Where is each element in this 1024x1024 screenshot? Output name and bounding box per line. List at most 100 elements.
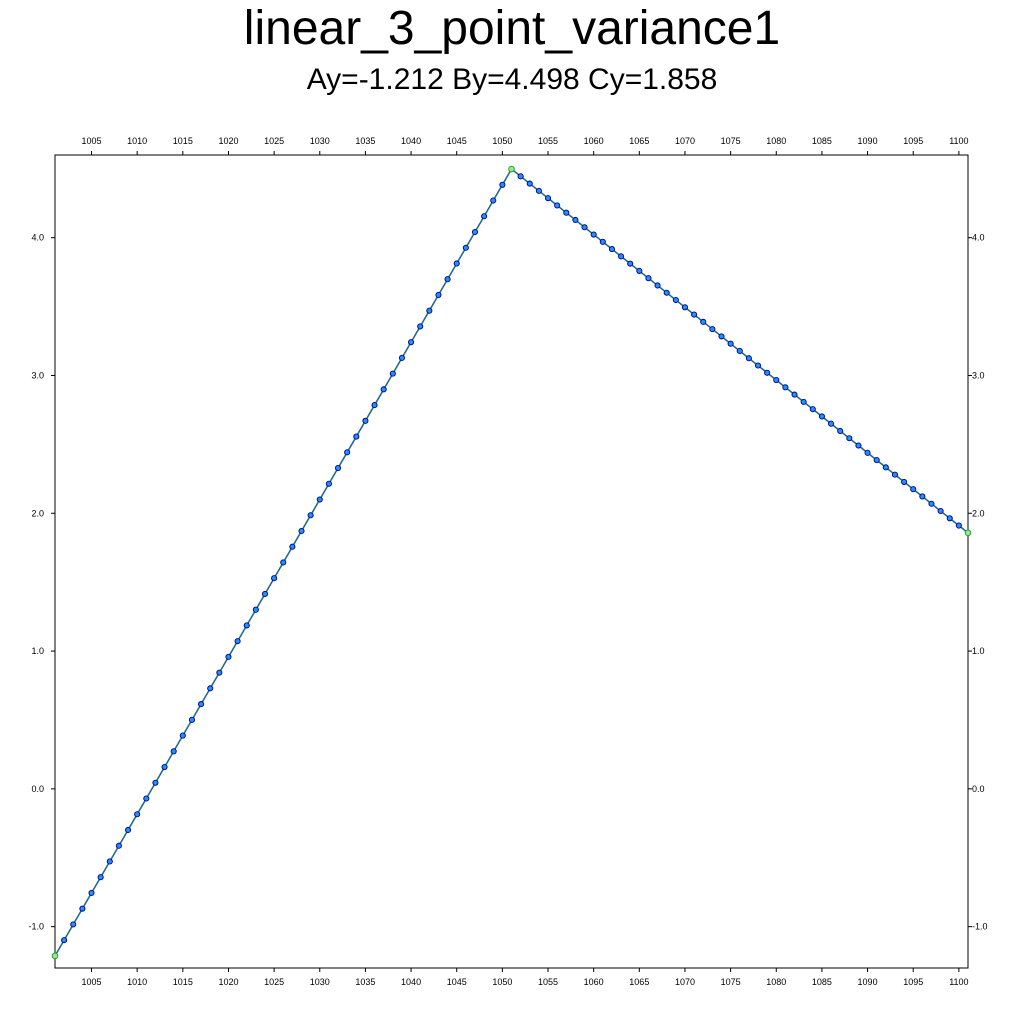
data-point: [417, 323, 424, 330]
x-tick-label-top: 1045: [447, 136, 467, 146]
x-tick-label-bottom: 1045: [447, 977, 467, 987]
x-tick-label-top: 1050: [492, 136, 512, 146]
data-point: [115, 842, 122, 849]
control-point: [964, 529, 972, 537]
y-tick-label-right: 3.0: [972, 370, 985, 380]
data-point: [88, 889, 95, 896]
data-point: [398, 354, 405, 361]
chart-subtitle: Ay=-1.212 By=4.498 Cy=1.858: [306, 63, 718, 96]
x-tick-label-bottom: 1100: [949, 977, 968, 987]
data-point: [252, 606, 259, 613]
x-tick-label-top: 1085: [812, 136, 832, 146]
data-point: [499, 181, 506, 188]
x-tick-label-top: 1010: [127, 136, 147, 146]
data-point: [718, 333, 725, 340]
data-point: [928, 500, 935, 507]
data-point: [910, 486, 917, 493]
control-point: [508, 165, 515, 173]
data-point: [645, 275, 652, 282]
data-point: [435, 291, 442, 299]
data-point: [828, 420, 835, 427]
y-tick-label-left: 3.0: [31, 370, 44, 380]
data-point: [97, 874, 104, 881]
data-point: [134, 811, 141, 818]
data-point: [408, 339, 415, 346]
data-point: [618, 253, 625, 260]
data-point: [691, 311, 698, 318]
data-point: [754, 362, 762, 369]
data-point: [179, 732, 186, 739]
data-point: [873, 457, 880, 464]
y-tick-label-left: 1.0: [31, 646, 44, 656]
data-point: [937, 507, 944, 515]
y-tick-label-right: 1.0: [972, 646, 985, 656]
x-tick-label-top: 1080: [766, 136, 786, 146]
x-tick-label-top: 1030: [310, 136, 330, 146]
data-point: [198, 701, 205, 708]
x-tick-label-top: 1005: [82, 136, 102, 146]
x-tick-label-top: 1090: [858, 136, 878, 146]
data-point: [426, 307, 433, 314]
x-tick-label-top: 1020: [218, 136, 238, 146]
control-point: [51, 952, 59, 960]
y-tick-label-left: -1.0: [28, 922, 44, 932]
data-point: [955, 522, 962, 529]
x-tick-label-bottom: 1080: [766, 977, 786, 987]
data-point: [672, 296, 679, 304]
data-point: [234, 638, 241, 645]
data-point: [837, 427, 844, 435]
data-point: [773, 376, 780, 384]
data-point: [581, 224, 588, 231]
x-tick-label-bottom: 1075: [721, 977, 741, 987]
series-layer: [54, 167, 969, 957]
x-tick-label-bottom: 1070: [675, 977, 695, 987]
x-tick-label-bottom: 1060: [584, 977, 604, 987]
data-point: [170, 748, 177, 755]
data-point: [919, 493, 926, 500]
y-tick-label-left: 4.0: [31, 233, 44, 243]
data-point: [809, 406, 816, 413]
x-tick-label-bottom: 1025: [264, 977, 284, 987]
x-tick-label-bottom: 1020: [218, 977, 238, 987]
data-point: [325, 480, 332, 487]
data-point: [891, 471, 899, 478]
x-tick-label-top: 1070: [675, 136, 695, 146]
data-point: [79, 905, 86, 912]
data-point: [654, 282, 661, 289]
x-tick-label-bottom: 1015: [173, 977, 193, 987]
y-tick-label-right: -1.0: [972, 922, 988, 932]
x-tick-label-bottom: 1085: [812, 977, 832, 987]
x-tick-label-bottom: 1005: [82, 977, 102, 987]
data-point: [864, 449, 871, 456]
data-point: [362, 417, 369, 424]
data-point: [745, 355, 752, 362]
data-point: [444, 276, 451, 283]
x-tick-label-top: 1060: [584, 136, 604, 146]
x-tick-label-top: 1040: [401, 136, 421, 146]
data-point: [700, 318, 707, 325]
x-tick-label-bottom: 1010: [127, 977, 147, 987]
data-point: [481, 213, 488, 220]
data-point: [289, 543, 296, 550]
data-point: [216, 669, 223, 676]
chart-title: linear_3_point_variance1: [243, 2, 781, 55]
x-tick-label-top: 1075: [721, 136, 741, 146]
data-point: [663, 289, 670, 296]
x-tick-label-top: 1055: [538, 136, 558, 146]
data-point: [818, 413, 825, 420]
data-point: [736, 347, 743, 355]
series-line-red: [54, 168, 969, 957]
data-point: [261, 590, 269, 597]
x-tick-label-bottom: 1050: [492, 977, 512, 987]
data-point: [462, 244, 469, 251]
x-tick-label-top: 1065: [629, 136, 649, 146]
data-point: [307, 512, 314, 519]
y-tick-label-right: 0.0: [972, 784, 985, 794]
data-point: [316, 496, 323, 503]
data-point: [353, 433, 360, 440]
data-point: [946, 515, 953, 522]
data-point: [152, 779, 159, 786]
data-point: [106, 858, 113, 865]
data-point: [681, 304, 689, 311]
data-point: [563, 209, 570, 216]
